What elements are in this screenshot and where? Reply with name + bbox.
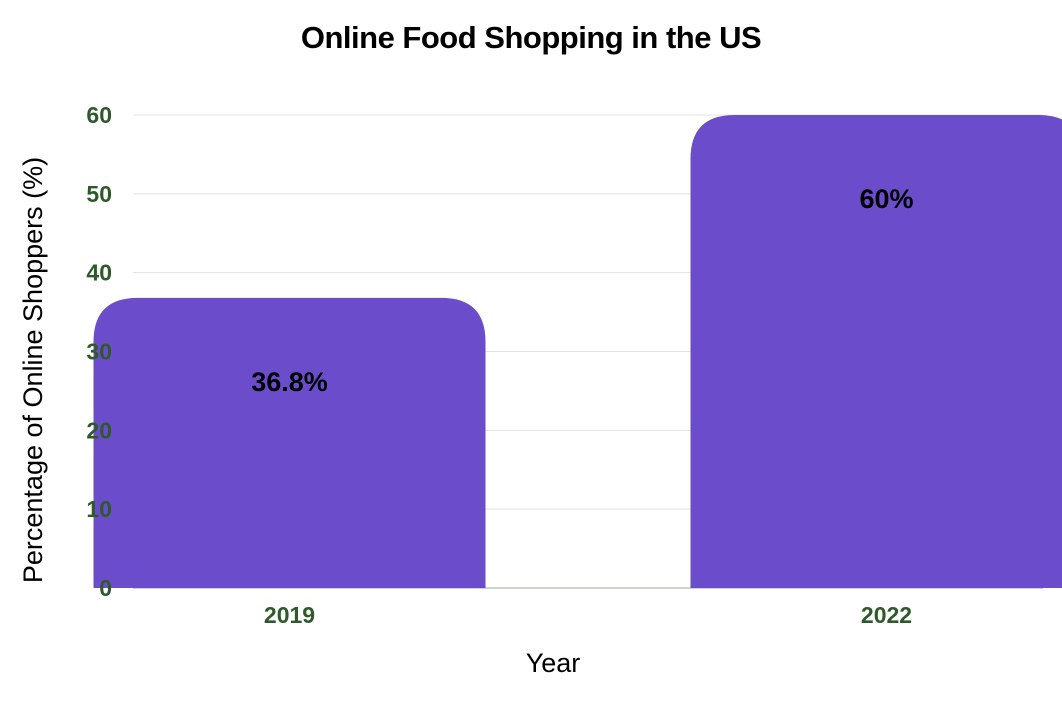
y-tick-label: 60 <box>86 102 112 128</box>
x-axis-ticks: 2019 2022 <box>264 602 912 628</box>
y-tick-label: 50 <box>86 181 112 207</box>
data-labels: 36.8% 60% <box>251 184 913 397</box>
y-axis-ticks: 0 10 20 30 40 50 60 <box>86 102 112 601</box>
data-label-2019: 36.8% <box>251 367 328 397</box>
bar-2019 <box>93 297 486 588</box>
x-axis-title: Year <box>526 648 581 678</box>
chart-title: Online Food Shopping in the US <box>301 20 761 55</box>
y-tick-label: 20 <box>86 417 112 443</box>
y-tick-label: 0 <box>99 575 112 601</box>
y-tick-label: 30 <box>86 339 112 365</box>
x-tick-label: 2022 <box>861 602 912 628</box>
data-label-2022: 60% <box>859 184 913 214</box>
y-tick-label: 10 <box>86 496 112 522</box>
y-tick-label: 40 <box>86 260 112 286</box>
x-tick-label: 2019 <box>264 602 315 628</box>
bars <box>93 115 1062 588</box>
y-axis-title: Percentage of Online Shoppers (%) <box>18 157 48 583</box>
bar-2022 <box>690 115 1062 588</box>
